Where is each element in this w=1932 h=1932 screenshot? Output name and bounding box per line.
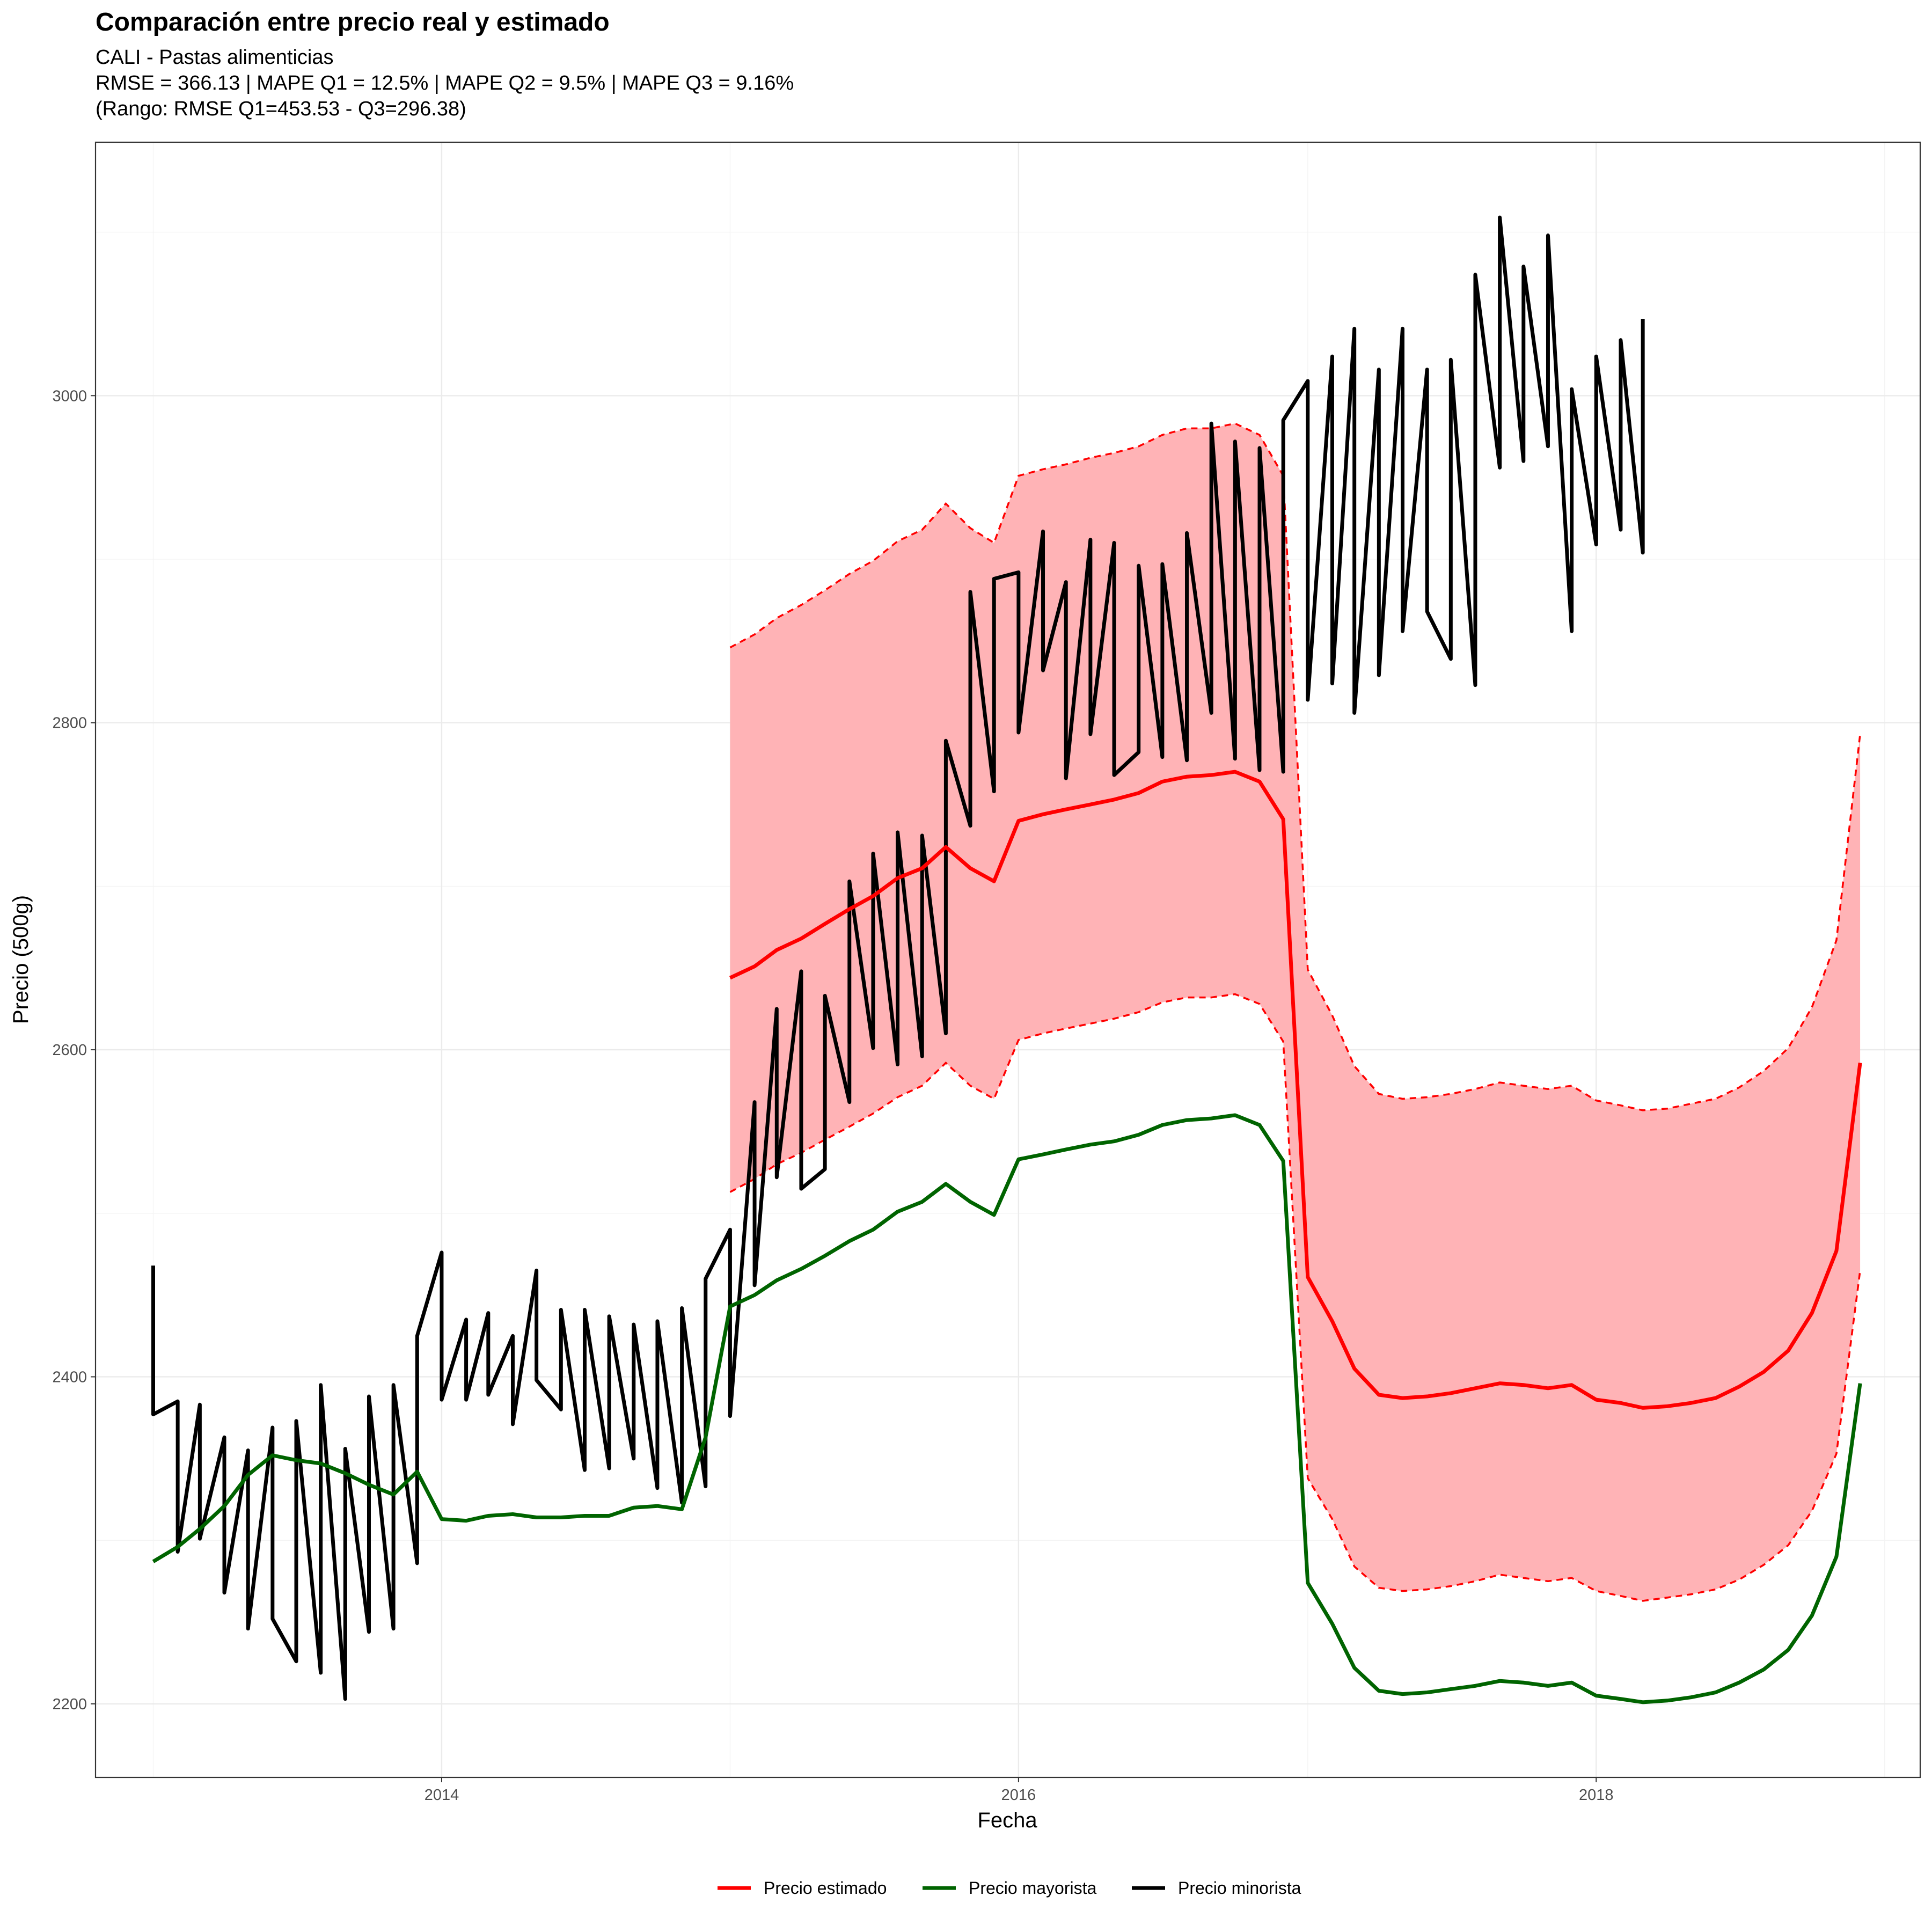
legend: Precio estimado Precio mayorista Precio mi… (718, 1878, 1301, 1898)
y-tick-label: 2400 (52, 1368, 87, 1386)
series-line-precio-minorista (151, 215, 1645, 1701)
legend-label-precio-estimado: Precio estimado (764, 1878, 887, 1898)
x-axis-title: Fecha (977, 1809, 1037, 1832)
y-axis-title: Precio (500g) (9, 895, 33, 1024)
x-tick-label: 2014 (425, 1787, 459, 1804)
plot-panel-border (94, 141, 1921, 1779)
chart-subtitle-line-1: CALI - Pastas alimenticias (96, 46, 334, 69)
x-tick-label: 2018 (1579, 1787, 1614, 1804)
chart-subtitle-line-3: (Rango: RMSE Q1=453.53 - Q3=296.38) (96, 98, 466, 120)
y-tick-label: 3000 (52, 387, 87, 405)
axes: 2200 2400 2600 2800 3000 2014 2016 2018 (52, 387, 1613, 1804)
band-lower-line (729, 993, 1861, 1602)
legend-label-precio-minorista: Precio minorista (1178, 1878, 1301, 1898)
series-line-precio-estimado (729, 770, 1862, 1410)
y-tick-label: 2600 (52, 1042, 87, 1059)
legend-label-precio-mayorista: Precio mayorista (969, 1878, 1097, 1898)
series-line-precio-mayorista (152, 1113, 1862, 1704)
y-tick-label: 2800 (52, 715, 87, 732)
chart-title: Comparación entre precio real y estimado (96, 8, 610, 36)
chart-subtitle-line-2: RMSE = 366.13 | MAPE Q1 = 12.5% | MAPE Q… (96, 72, 794, 94)
x-tick-label: 2016 (1001, 1787, 1036, 1804)
series-lines (151, 215, 1862, 1704)
band-upper-line (729, 422, 1861, 1111)
y-tick-label: 2200 (52, 1696, 87, 1713)
